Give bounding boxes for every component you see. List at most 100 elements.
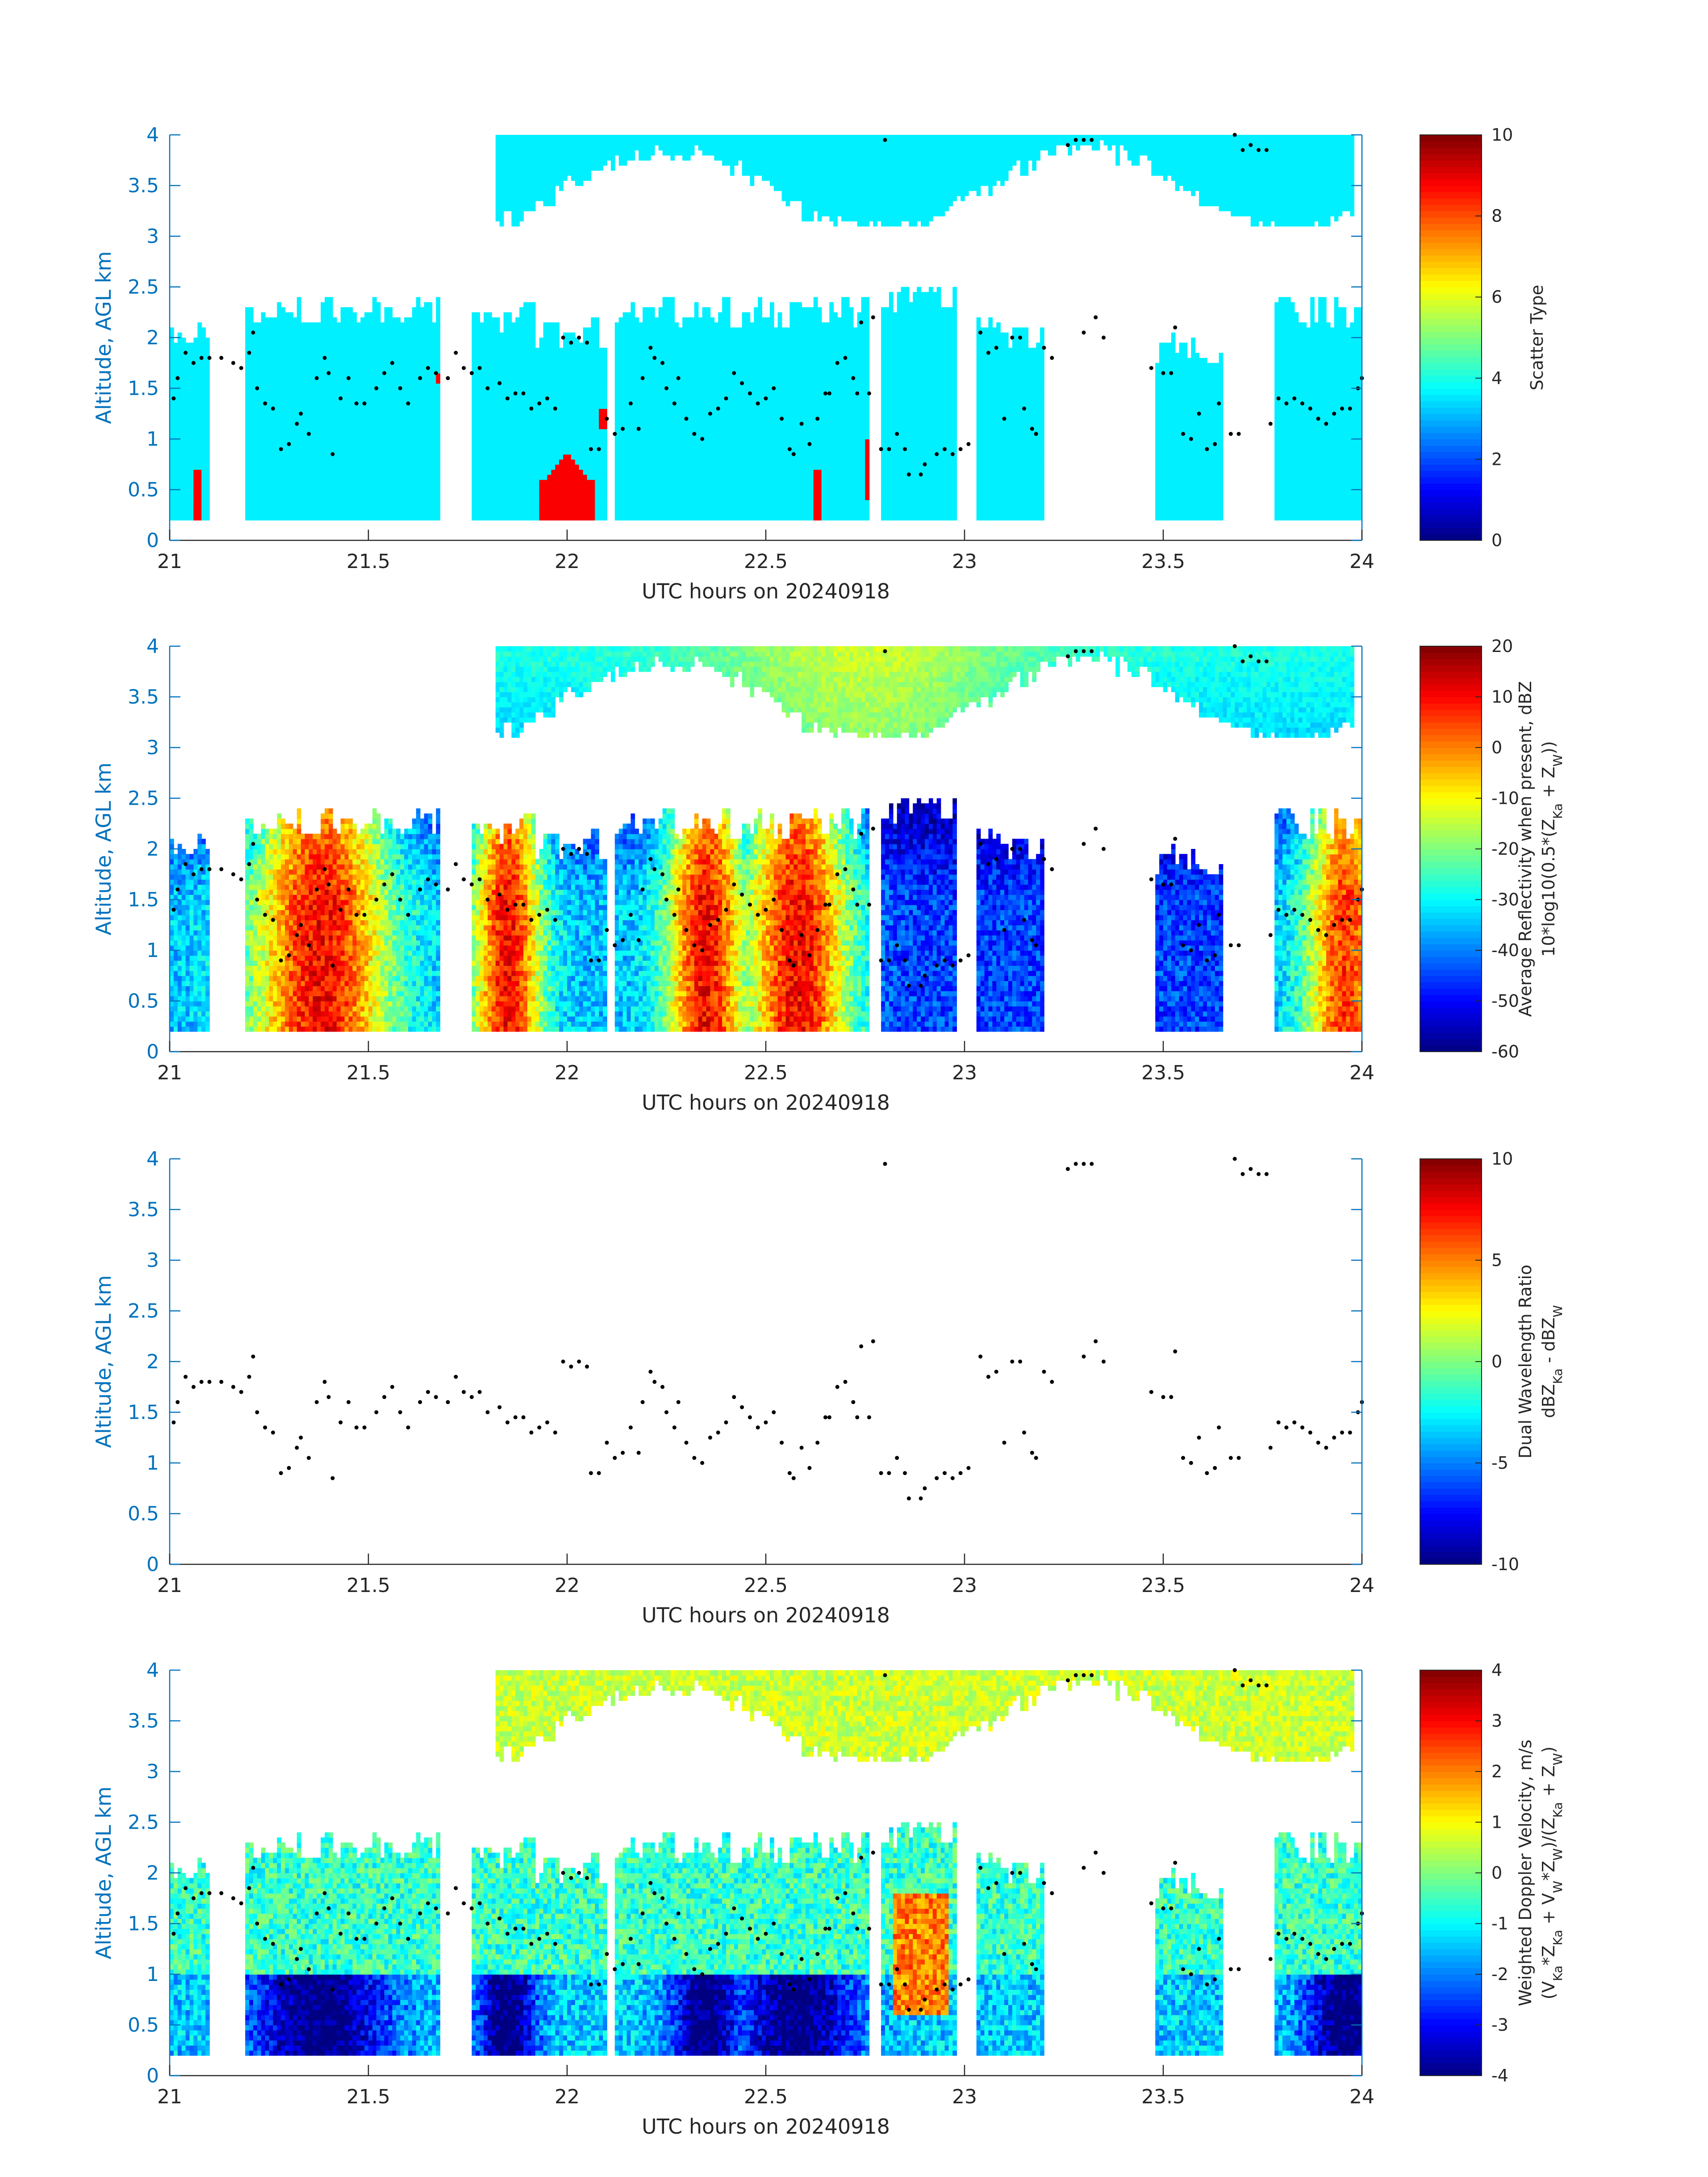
heatmap-cell: [253, 510, 258, 515]
heatmap-cell: [197, 495, 202, 500]
heatmap-cell: [436, 312, 440, 318]
heatmap-cell: [356, 389, 361, 394]
heatmap-cell: [667, 322, 671, 328]
heatmap-cell: [305, 348, 309, 353]
heatmap-cell: [623, 434, 627, 439]
heatmap-cell: [352, 343, 357, 348]
heatmap-cell: [297, 495, 301, 500]
heatmap-cell: [543, 160, 548, 166]
heatmap-cell: [587, 490, 592, 495]
heatmap-cell: [587, 414, 592, 419]
heatmap-cell: [384, 353, 389, 358]
heatmap-cell: [631, 378, 635, 384]
heatmap-cell: [559, 414, 564, 419]
heatmap-cell: [297, 434, 301, 439]
heatmap-cell: [277, 302, 281, 308]
heatmap-cell: [400, 454, 405, 460]
heatmap-cell: [245, 490, 250, 495]
heatmap-cell: [356, 485, 361, 490]
heatmap-cell: [261, 368, 266, 373]
heatmap-cell: [281, 500, 285, 505]
heatmap-cell: [285, 393, 289, 399]
heatmap-cell: [511, 135, 516, 140]
heatmap-cell: [285, 480, 289, 485]
heatmap-cell: [500, 191, 504, 196]
heatmap-cell: [345, 434, 349, 439]
heatmap-cell: [333, 495, 337, 500]
heatmap-cell: [420, 515, 425, 520]
heatmap-cell: [476, 378, 480, 384]
heatmap-cell: [651, 459, 655, 464]
heatmap-cell: [416, 464, 421, 470]
heatmap-cell: [527, 454, 532, 460]
heatmap-cell: [281, 510, 285, 515]
heatmap-cell: [297, 404, 301, 409]
heatmap-cell: [345, 500, 349, 505]
heatmap-cell: [670, 383, 675, 389]
heatmap-cell: [659, 404, 663, 409]
heatmap-cell: [285, 343, 289, 348]
heatmap-cell: [432, 434, 436, 439]
heatmap-cell: [277, 414, 281, 419]
heatmap-cell: [488, 348, 492, 353]
heatmap-cell: [539, 475, 544, 480]
heatmap-cell: [396, 459, 401, 464]
heatmap-cell: [412, 495, 417, 500]
heatmap-cell: [639, 464, 643, 470]
heatmap-cell: [519, 475, 524, 480]
heatmap-cell: [305, 459, 309, 464]
heatmap-cell: [539, 155, 544, 160]
heatmap-cell: [329, 393, 333, 399]
heatmap-cell: [659, 307, 663, 313]
heatmap-cell: [392, 383, 397, 389]
heatmap-cell: [313, 343, 317, 348]
heatmap-cell: [380, 475, 385, 480]
heatmap-cell: [659, 140, 663, 145]
heatmap-cell: [492, 383, 496, 389]
heatmap-cell: [531, 383, 536, 389]
heatmap-cell: [655, 383, 659, 389]
heatmap-cell: [543, 135, 548, 140]
heatmap-cell: [345, 404, 349, 409]
heatmap-cell: [305, 322, 309, 328]
heatmap-cell: [337, 414, 341, 419]
heatmap-cell: [619, 439, 623, 444]
heatmap-cell: [190, 490, 194, 495]
heatmap-cell: [690, 500, 695, 505]
heatmap-cell: [249, 454, 254, 460]
heatmap-cell: [571, 515, 576, 520]
heatmap-cell: [396, 414, 401, 419]
heatmap-cell: [337, 490, 341, 495]
heatmap-cell: [193, 398, 198, 404]
heatmap-cell: [345, 419, 349, 424]
heatmap-cell: [527, 475, 532, 480]
heatmap-cell: [563, 464, 568, 470]
heatmap-cell: [615, 343, 619, 348]
heatmap-cell: [436, 495, 440, 500]
heatmap-cell: [678, 393, 683, 399]
heatmap-cell: [567, 353, 572, 358]
heatmap-cell: [504, 505, 508, 510]
heatmap-cell: [197, 480, 202, 485]
heatmap-cell: [519, 155, 524, 160]
heatmap-cell: [551, 475, 555, 480]
heatmap-cell: [396, 378, 401, 384]
heatmap-cell: [591, 510, 595, 515]
heatmap-cell: [659, 429, 663, 434]
heatmap-cell: [567, 398, 572, 404]
heatmap-cell: [639, 353, 643, 358]
heatmap-cell: [201, 434, 206, 439]
heatmap-cell: [647, 398, 651, 404]
heatmap-cell: [277, 378, 281, 384]
heatmap-cell: [511, 378, 516, 384]
heatmap-cell: [170, 414, 174, 419]
heatmap-cell: [670, 439, 675, 444]
heatmap-cell: [492, 434, 496, 439]
heatmap-cell: [356, 322, 361, 328]
heatmap-cell: [297, 353, 301, 358]
heatmap-cell: [531, 312, 536, 318]
heatmap-cell: [496, 206, 500, 211]
heatmap-cell: [651, 414, 655, 419]
heatmap-cell: [392, 348, 397, 353]
heatmap-cell: [380, 490, 385, 495]
